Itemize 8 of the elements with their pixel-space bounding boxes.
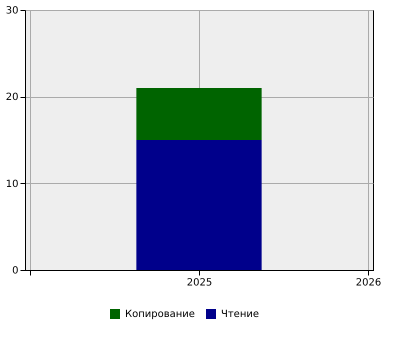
x-tick-label: 2026 xyxy=(356,278,382,288)
y-tick-label: 10 xyxy=(6,178,18,190)
legend-label: Чтение xyxy=(221,309,260,320)
y-tick-label: 0 xyxy=(12,266,18,276)
y-tick-label: 20 xyxy=(6,92,18,104)
x-tick-label: 2025 xyxy=(186,278,212,288)
y-tick-label: 30 xyxy=(6,6,18,16)
legend-label: Копирование xyxy=(125,309,195,320)
